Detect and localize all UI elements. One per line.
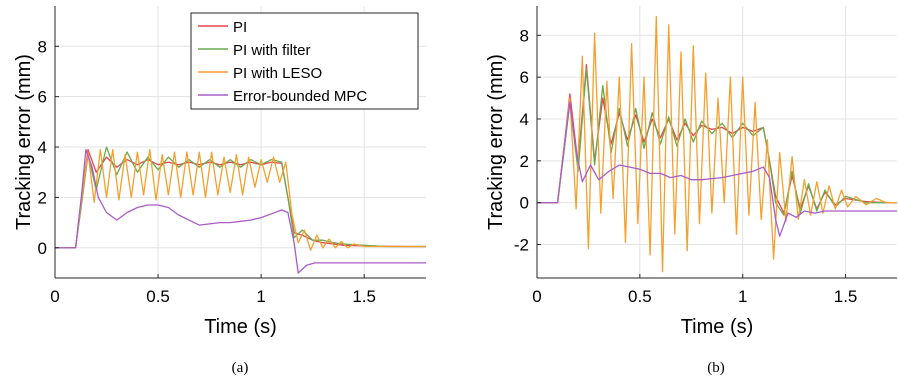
y-tick-label: 2: [520, 152, 529, 171]
y-tick-label: 4: [38, 138, 47, 157]
x-tick-label: 0.5: [628, 287, 652, 306]
y-axis-label: Tracking error (mm): [13, 54, 35, 230]
chart-b: 0 0.5 1 1.5 -2 0 2 4 6 8 Time (s) Tracking error (m…: [485, 6, 897, 376]
series-line-pi-with-filter: [537, 68, 897, 216]
legend-box: [190, 12, 419, 110]
x-axis-label: Time (s): [681, 316, 754, 338]
x-tick-label: 0.5: [146, 287, 170, 306]
legend-entry-pi-with-filter: PI with filter: [233, 42, 311, 59]
legend-entry-pi-with-leso: PI with LESO: [233, 65, 322, 82]
y-tick-label: 8: [38, 37, 47, 56]
series-line-error-bounded-mpc: [55, 148, 426, 274]
x-tick-label: 1.5: [352, 287, 376, 306]
legend-entry-error-bounded-mpc: Error-bounded MPC: [233, 88, 367, 105]
y-tick-label: -2: [514, 236, 529, 255]
x-tick-label: 0: [532, 287, 541, 306]
x-axis-label: Time (s): [204, 316, 277, 338]
series-line-pi-with-leso: [55, 148, 426, 251]
y-tick-label: 4: [520, 110, 529, 129]
legend-entry-pi: PI: [233, 19, 247, 36]
y-tick-label: 0: [520, 194, 529, 213]
x-tick-label: 1: [256, 287, 265, 306]
y-tick-label: 0: [38, 239, 47, 258]
x-tick-label: 0: [50, 287, 59, 306]
x-tick-label: 1: [738, 287, 747, 306]
figure-caption: (b): [707, 360, 725, 376]
series-line-pi-with-leso: [537, 15, 897, 273]
y-tick-label: 6: [38, 88, 47, 107]
chart-a: 0 0.5 1 1.5 0 2 4 6 8 Time (s) Tracking error (mm)…: [13, 6, 426, 376]
legend: PI PI with filter PI with LESO Error-bounde…: [190, 12, 419, 110]
series-group: [537, 15, 897, 273]
figure-caption: (a): [232, 360, 249, 376]
x-tick-label: 1.5: [834, 287, 858, 306]
y-axis-label: Tracking error (mm): [485, 54, 507, 230]
series-line-error-bounded-mpc: [537, 101, 897, 237]
y-tick-label: 8: [520, 26, 529, 45]
y-tick-label: 6: [520, 68, 529, 87]
y-tick-label: 2: [38, 188, 47, 207]
series-group: [55, 146, 426, 274]
